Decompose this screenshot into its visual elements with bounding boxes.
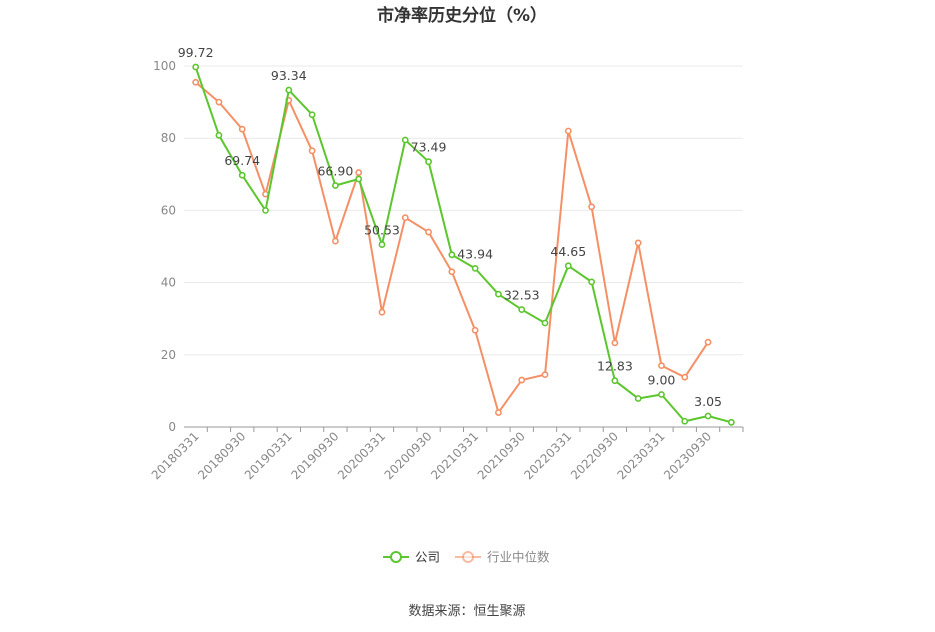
data-point [238,125,246,133]
data-point [681,417,689,425]
data-point [658,391,665,398]
data-label: 43.94 [457,246,493,261]
x-axis: 2018033120180930201903312019093020200331… [149,426,744,482]
data-point [262,206,269,214]
x-tick-label: 20190930 [288,429,341,482]
y-tick-label: 40 [161,276,176,290]
x-tick-label: 20220331 [521,429,574,482]
x-tick-label: 20200930 [382,429,435,482]
legend-swatch-marker [462,551,474,563]
x-tick-label: 20200331 [335,429,388,482]
grid-lines [184,65,743,356]
data-labels: 99.72 69.74 93.34 66.90 50.53 73.49 43.94 32.53… [178,45,722,409]
data-point [308,111,316,119]
data-point [518,376,526,384]
data-point [331,182,339,189]
legend-swatch-marker [390,551,402,563]
data-point [238,171,246,179]
data-point [541,319,549,327]
data-label: 93.34 [271,68,307,83]
data-point [704,412,712,420]
data-point [425,228,432,236]
data-point [495,290,502,298]
data-point [448,268,456,276]
data-point [588,203,596,211]
data-label: 69.74 [224,153,260,168]
data-label: 50.53 [364,223,400,238]
data-point [401,136,409,144]
data-point [331,237,339,245]
data-label: 9.00 [648,373,676,388]
data-point [285,86,293,94]
y-tick-label: 0 [168,420,176,434]
y-tick-label: 20 [161,348,176,362]
data-point [634,395,642,402]
data-point [564,127,572,135]
x-tick-label: 20180331 [149,429,202,482]
data-point [611,377,619,385]
x-tick-label: 20230930 [661,429,714,482]
x-tick-label: 20210930 [475,429,528,482]
data-point [215,131,223,139]
data-point [611,339,619,347]
data-point [471,326,479,334]
data-point [541,371,549,379]
data-point [634,239,642,247]
data-point [681,373,689,381]
y-tick-label: 100 [153,59,176,73]
series-line [194,66,732,424]
legend-label: 公司 [415,550,440,565]
data-point [192,63,200,71]
chart-title: 市净率历史分位（%） [377,5,547,26]
legend-label: 行业中位数 [487,550,550,565]
x-tick-label: 20230331 [615,429,668,482]
data-point [471,264,479,272]
data-point [425,158,432,166]
data-point [704,338,712,346]
data-point [658,362,665,370]
y-tick-label: 60 [161,203,176,217]
legend: 公司 行业中位数 [383,550,550,565]
data-label: 32.53 [504,288,540,303]
data-point [215,98,223,106]
series-layer [192,63,735,426]
data-label: 3.05 [694,394,722,409]
data-point [192,78,200,86]
data-point [448,251,456,259]
data-label: 73.49 [411,140,447,155]
y-tick-label: 80 [161,131,176,145]
data-point [495,409,502,416]
x-tick-label: 20220930 [568,429,621,482]
data-label: 66.90 [317,163,353,178]
data-point [308,147,316,155]
data-point [378,308,386,316]
source-note: 数据来源：恒生聚源 [408,604,525,619]
data-point [588,278,596,286]
x-tick-label: 20180930 [195,429,248,482]
data-point [727,418,735,426]
y-axis: 0 20 40 60 80 100 [153,59,176,434]
data-label: 99.72 [178,45,214,60]
x-tick-label: 20190331 [242,429,295,482]
data-point [378,241,386,248]
data-label: 12.83 [597,359,633,374]
data-point [355,169,363,176]
data-point [401,214,409,222]
data-label: 44.65 [550,244,586,259]
x-tick-label: 20210331 [428,429,481,482]
data-point [518,306,526,313]
data-point [564,262,572,270]
data-point [355,175,363,183]
